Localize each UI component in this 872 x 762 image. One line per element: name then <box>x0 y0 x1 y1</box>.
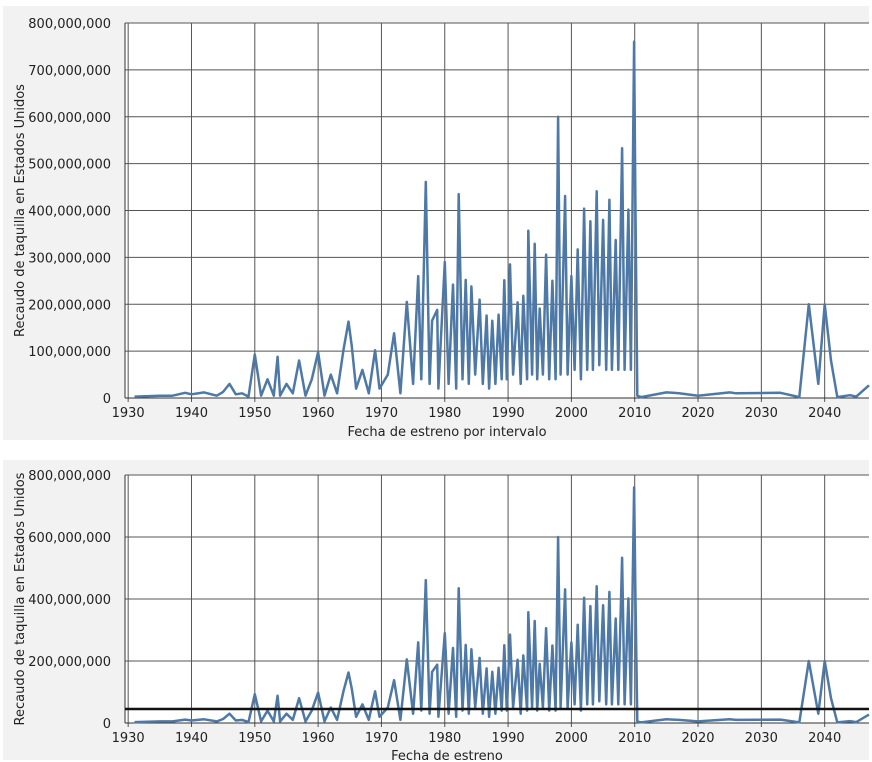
x-tick-label: 1950 <box>238 406 271 421</box>
x-tick-label: 1950 <box>238 731 271 746</box>
y-axis-title: Recaudo de taquilla en Estados Unidos <box>13 84 28 337</box>
y-tick-label: 700,000,000 <box>28 64 111 79</box>
x-tick-label: 1940 <box>175 731 208 746</box>
x-axis-title: Fecha de estreno por intervalo <box>347 425 546 440</box>
y-tick-label: 400,000,000 <box>28 205 111 220</box>
x-tick-label: 1930 <box>112 731 145 746</box>
y-tick-label: 300,000,000 <box>28 251 111 266</box>
x-tick-label: 1970 <box>365 731 398 746</box>
y-tick-label: 800,000,000 <box>28 17 111 32</box>
y-tick-label: 500,000,000 <box>28 158 111 173</box>
x-axis-title: Fecha de estreno <box>391 749 503 762</box>
x-tick-label: 1970 <box>365 406 398 421</box>
series-line <box>134 40 870 399</box>
x-tick-label: 1940 <box>175 406 208 421</box>
x-tick-label: 2000 <box>555 406 588 421</box>
x-tick-label: 2040 <box>808 731 841 746</box>
revenue-by-date-bin-chart: 0 100,000,000 200,000,000 300,000,000 400,00… <box>13 17 870 440</box>
y-tick-label: 0 <box>103 392 111 407</box>
revenue-by-date-chart: 0 200,000,000 400,000,000 600,000,000 800,00… <box>13 469 870 762</box>
x-tick-label: 2010 <box>618 731 651 746</box>
x-tick-label: 1960 <box>302 731 335 746</box>
x-tick-label: 2040 <box>808 406 841 421</box>
x-tick-label: 1980 <box>428 406 461 421</box>
x-tick-label: 2020 <box>681 731 714 746</box>
x-tick-label: 1980 <box>428 731 461 746</box>
x-tick-label: 1990 <box>492 406 525 421</box>
x-tick-label: 1990 <box>492 731 525 746</box>
y-tick-label: 800,000,000 <box>28 469 111 484</box>
y-tick-label: 200,000,000 <box>28 298 111 313</box>
y-tick-label: 600,000,000 <box>28 111 111 126</box>
y-tick-label: 0 <box>103 717 111 732</box>
x-tick-label: 1960 <box>302 406 335 421</box>
y-tick-label: 200,000,000 <box>28 655 111 670</box>
x-tick-label: 1930 <box>112 406 145 421</box>
y-tick-label: 400,000,000 <box>28 593 111 608</box>
y-axis-title: Recaudo de taquilla en Estados Unidos <box>13 472 28 725</box>
x-tick-label: 2000 <box>555 731 588 746</box>
series-line <box>134 486 870 724</box>
x-tick-label: 2030 <box>745 731 778 746</box>
x-tick-label: 2030 <box>745 406 778 421</box>
x-tick-label: 2010 <box>618 406 651 421</box>
y-tick-label: 100,000,000 <box>28 345 111 360</box>
y-tick-label: 600,000,000 <box>28 531 111 546</box>
x-tick-label: 2020 <box>681 406 714 421</box>
